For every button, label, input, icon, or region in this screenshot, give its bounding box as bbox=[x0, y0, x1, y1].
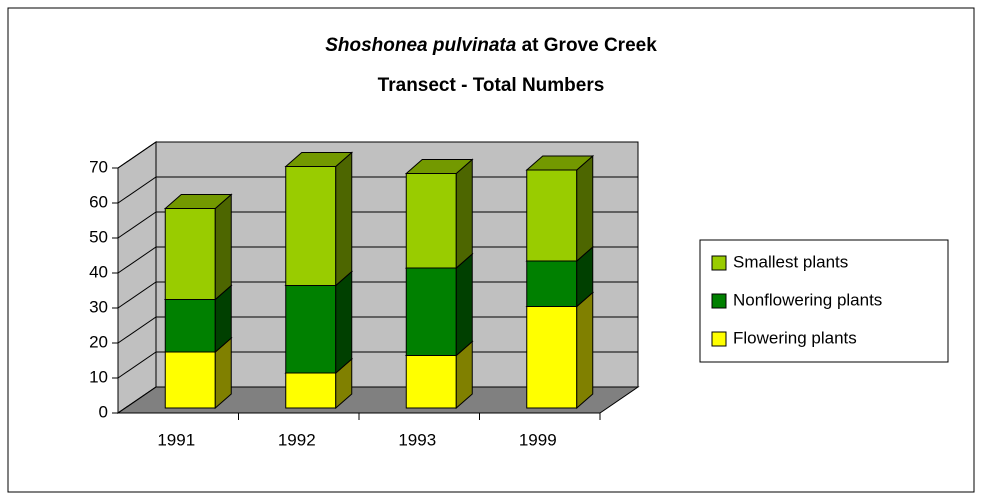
y-tick-label: 0 bbox=[99, 402, 108, 421]
legend-box bbox=[699, 239, 949, 363]
title-species: Shoshonea pulvinata bbox=[325, 35, 517, 56]
bar-segment bbox=[285, 372, 337, 409]
grid-line bbox=[117, 386, 638, 414]
bar-side bbox=[455, 158, 473, 270]
x-tick-label: 1992 bbox=[278, 430, 316, 449]
grid-line bbox=[117, 141, 638, 169]
grid-line bbox=[117, 316, 638, 344]
x-tick-label: 1991 bbox=[157, 430, 195, 449]
chart-title: Shoshonea pulvinata at Grove Creek bbox=[325, 35, 657, 56]
left-wall bbox=[117, 141, 157, 414]
grid-line bbox=[117, 246, 638, 274]
legend-label: Flowering plants bbox=[733, 328, 857, 347]
bar-top bbox=[284, 152, 354, 167]
bar-segment bbox=[405, 267, 457, 356]
title-rest: at Grove Creek bbox=[522, 35, 658, 56]
bar-segment bbox=[285, 166, 337, 286]
bar-side bbox=[335, 151, 353, 287]
bar-side bbox=[576, 291, 594, 410]
y-tick-label: 50 bbox=[89, 227, 108, 246]
chart-title-line2: Transect - Total Numbers bbox=[378, 75, 605, 96]
bar-top bbox=[163, 194, 233, 209]
bar-segment bbox=[405, 355, 457, 409]
bar-side bbox=[214, 193, 232, 301]
y-tick-label: 30 bbox=[89, 297, 108, 316]
bar-segment bbox=[526, 260, 578, 307]
legend-label: Smallest plants bbox=[733, 252, 848, 271]
y-tick-label: 10 bbox=[89, 367, 108, 386]
grid-line bbox=[117, 281, 638, 309]
y-tick-label: 20 bbox=[89, 332, 108, 351]
bar-segment bbox=[285, 285, 337, 374]
grid-line bbox=[117, 176, 638, 204]
bar-side bbox=[455, 252, 473, 357]
bar-side bbox=[335, 270, 353, 375]
bar-top bbox=[404, 159, 474, 174]
bar-segment bbox=[526, 306, 578, 409]
x-tick-label: 1999 bbox=[519, 430, 557, 449]
legend-swatch bbox=[711, 331, 727, 347]
legend-swatch bbox=[711, 255, 727, 271]
y-tick-label: 60 bbox=[89, 192, 108, 211]
bar-segment bbox=[164, 208, 216, 300]
bar-side bbox=[576, 154, 594, 263]
bar-top bbox=[525, 155, 595, 171]
bar-segment bbox=[526, 169, 578, 262]
bar-segment bbox=[164, 351, 216, 409]
y-tick-label: 40 bbox=[89, 262, 108, 281]
legend-label: Nonflowering plants bbox=[733, 290, 882, 309]
grid-line bbox=[117, 211, 638, 239]
y-tick-label: 70 bbox=[89, 157, 108, 176]
bar-segment bbox=[405, 173, 457, 269]
grid-line bbox=[117, 351, 638, 379]
bar-segment bbox=[164, 299, 216, 353]
legend-swatch bbox=[711, 293, 727, 309]
x-tick-label: 1993 bbox=[398, 430, 436, 449]
